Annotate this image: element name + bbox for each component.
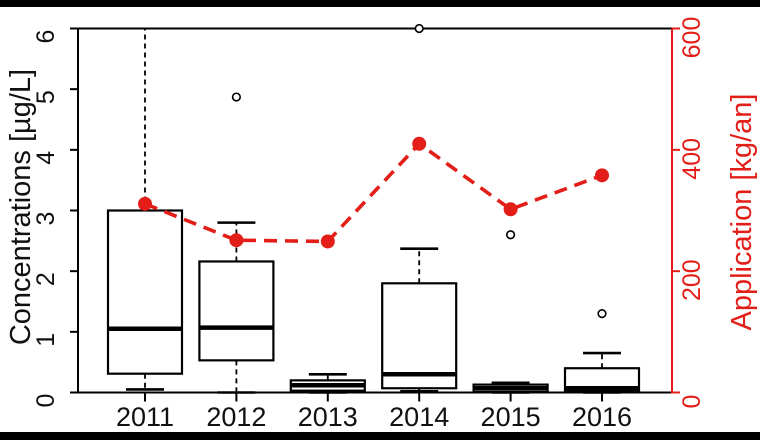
- right-axis-tick-label: 200: [678, 259, 706, 301]
- bottom-black-bar: [0, 432, 760, 440]
- right-axis-tick-label: 400: [678, 138, 706, 180]
- application-point: [320, 234, 335, 249]
- outlier-point: [231, 92, 241, 102]
- left-axis-tick-label: 5: [32, 90, 60, 104]
- box-2011: [106, 209, 184, 375]
- left-axis-tick-label: 2: [32, 272, 60, 286]
- x-axis-year-label: 2015: [481, 402, 541, 432]
- left-axis-tick-label: 3: [32, 212, 60, 226]
- box-2012: [198, 260, 275, 362]
- right-axis-tick-label: 600: [678, 17, 706, 59]
- left-axis-tick-label: 4: [32, 151, 60, 165]
- application-point: [138, 196, 152, 211]
- x-axis-year-label: 2012: [206, 402, 266, 432]
- top-black-bar: [0, 0, 760, 7]
- left-axis-tick-label: 6: [32, 30, 60, 44]
- x-axis-year-label: 2011: [116, 402, 174, 432]
- left-axis-tick-label: 1: [32, 333, 60, 347]
- left-axis-title: Concentrations [µg/L]: [5, 68, 37, 346]
- right-axis-title: Application [kg/an]: [726, 93, 758, 331]
- x-axis-year-label: 2016: [572, 402, 632, 432]
- outlier-point: [506, 230, 516, 240]
- left-axis-tick-label: 0: [32, 394, 60, 408]
- application-point: [412, 136, 427, 151]
- box-2014: [381, 282, 458, 390]
- x-axis-year-label: 2013: [298, 402, 358, 432]
- application-point: [595, 168, 609, 183]
- right-axis-tick-label: 0: [678, 395, 706, 409]
- application-point: [503, 202, 518, 217]
- outlier-point: [414, 23, 424, 34]
- outlier-point: [597, 309, 607, 319]
- x-axis-year-label: 2014: [389, 402, 449, 432]
- box-2016: [563, 367, 641, 393]
- application-point: [229, 233, 244, 248]
- application-line: [144, 141, 603, 244]
